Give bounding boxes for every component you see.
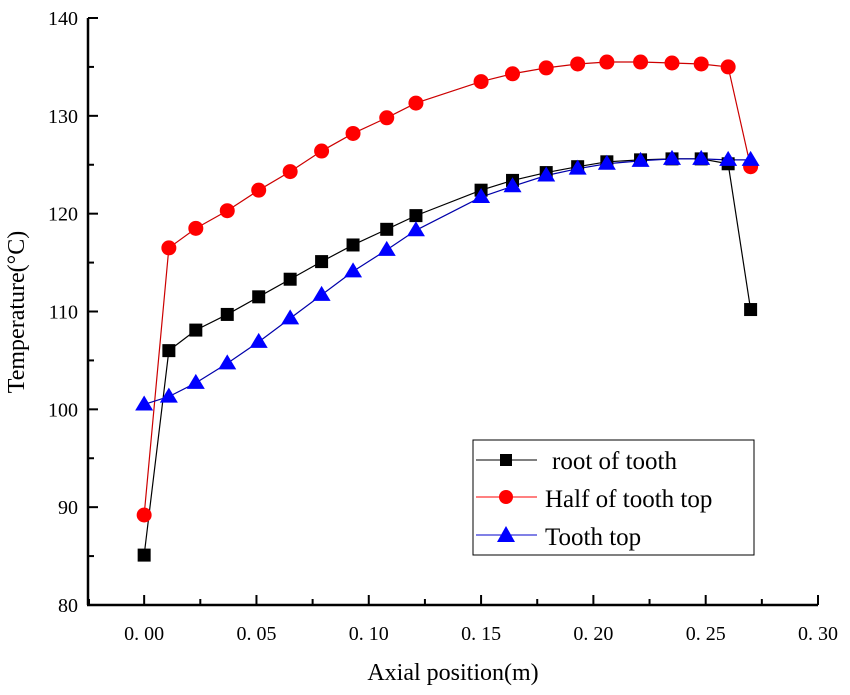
series-markers <box>135 54 760 562</box>
data-point-tooth-top <box>281 309 300 325</box>
data-point-half-of-tooth-top <box>379 110 395 126</box>
x-tick-label: 0. 05 <box>236 623 276 645</box>
legend-square-marker-icon <box>500 454 512 466</box>
data-point-root-of-tooth <box>380 222 394 236</box>
legend-label-tooth-top: Tooth top <box>545 524 641 551</box>
data-point-tooth-top <box>692 149 711 165</box>
data-point-tooth-top <box>344 262 363 278</box>
axes: 80 90 100 110 120 130 140 0. 00 0. 05 0. 10 0. 15 0… <box>48 8 838 645</box>
x-tick-label: 0. 15 <box>461 623 501 645</box>
data-point-tooth-top <box>719 150 738 166</box>
data-point-half-of-tooth-top <box>282 164 298 180</box>
legend-triangle-marker-icon <box>497 526 515 542</box>
data-point-root-of-tooth <box>346 238 360 252</box>
y-tick-label: 140 <box>48 8 78 30</box>
x-tick-label: 0. 00 <box>124 623 164 645</box>
data-point-half-of-tooth-top <box>136 507 152 523</box>
y-tick-label: 90 <box>58 497 78 519</box>
data-point-root-of-tooth <box>315 255 329 269</box>
data-point-tooth-top <box>159 387 178 403</box>
legend-label-root: root of tooth <box>552 448 677 475</box>
data-point-root-of-tooth <box>137 548 151 562</box>
data-point-tooth-top <box>186 373 205 389</box>
data-point-tooth-top <box>741 150 760 166</box>
data-point-tooth-top <box>472 188 491 204</box>
data-point-half-of-tooth-top <box>251 182 267 198</box>
legend: root of tooth Half of tooth top Tooth to… <box>472 439 755 556</box>
data-point-half-of-tooth-top <box>538 60 554 76</box>
data-point-tooth-top <box>537 166 556 182</box>
data-point-root-of-tooth <box>409 209 423 223</box>
legend-item-root-of-tooth: root of tooth <box>476 448 677 475</box>
data-point-tooth-top <box>135 395 154 411</box>
data-point-half-of-tooth-top <box>599 54 615 70</box>
data-point-half-of-tooth-top <box>408 95 424 111</box>
data-point-root-of-tooth <box>220 307 234 321</box>
data-point-root-of-tooth <box>744 303 758 317</box>
data-point-root-of-tooth <box>252 290 266 304</box>
data-point-half-of-tooth-top <box>473 74 489 90</box>
y-tick-label: 120 <box>48 204 78 226</box>
data-point-tooth-top <box>597 154 616 170</box>
data-point-half-of-tooth-top <box>314 143 330 159</box>
data-point-half-of-tooth-top <box>345 125 361 141</box>
data-point-tooth-top <box>503 177 522 193</box>
data-point-tooth-top <box>406 221 425 237</box>
data-point-half-of-tooth-top <box>720 59 736 75</box>
legend-item-tooth-top: Tooth top <box>476 524 641 551</box>
data-point-half-of-tooth-top <box>188 220 204 236</box>
y-tick-label: 80 <box>58 595 78 617</box>
legend-circle-marker-icon <box>499 490 513 504</box>
y-tick-label: 130 <box>48 106 78 128</box>
x-tick-label: 0. 25 <box>686 623 726 645</box>
data-point-half-of-tooth-top <box>633 54 649 70</box>
data-point-half-of-tooth-top <box>505 66 521 82</box>
data-point-tooth-top <box>663 149 681 165</box>
data-point-tooth-top <box>218 354 237 370</box>
data-point-tooth-top <box>377 240 396 256</box>
y-axis-title: Temperature(°C) <box>4 231 30 394</box>
data-point-half-of-tooth-top <box>219 203 235 219</box>
x-axis-title: Axial position(m) <box>367 660 538 686</box>
data-point-tooth-top <box>249 332 268 348</box>
data-point-root-of-tooth <box>162 344 176 358</box>
y-tick-label: 110 <box>49 302 78 324</box>
legend-label-half: Half of tooth top <box>545 486 712 513</box>
data-point-half-of-tooth-top <box>161 240 177 256</box>
x-tick-label: 0. 20 <box>573 623 613 645</box>
data-point-tooth-top <box>312 285 331 301</box>
data-point-root-of-tooth <box>283 272 297 286</box>
data-point-tooth-top <box>631 151 650 167</box>
data-point-root-of-tooth <box>189 323 203 337</box>
data-point-half-of-tooth-top <box>693 56 709 72</box>
legend-item-half-of-tooth-top: Half of tooth top <box>476 486 712 513</box>
x-tick-label: 0. 30 <box>798 623 838 645</box>
data-point-half-of-tooth-top <box>664 55 680 71</box>
data-point-tooth-top <box>568 159 587 175</box>
x-tick-label: 0. 10 <box>349 623 389 645</box>
data-point-half-of-tooth-top <box>570 56 586 72</box>
y-tick-label: 100 <box>48 399 78 421</box>
